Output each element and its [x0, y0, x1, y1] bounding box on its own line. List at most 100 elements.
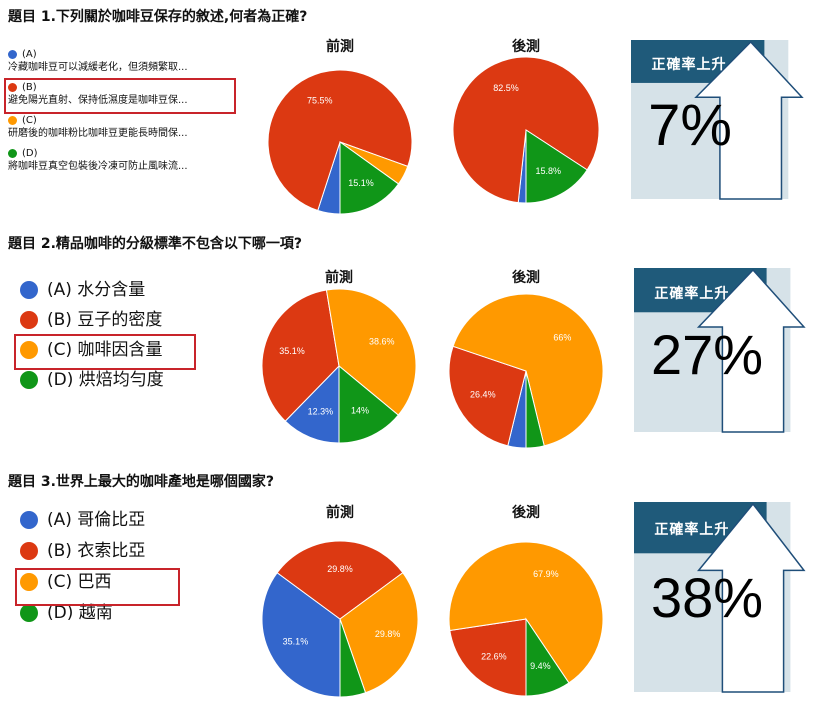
pie-chart: 12.3% 35.1% 38.6% 14% — [261, 288, 417, 444]
slice-label: 29.8% — [327, 564, 353, 574]
increase-panel: 正確率上升 7% — [631, 40, 804, 200]
slice-label: 9.4% — [530, 661, 551, 671]
option-text: (C) 咖啡因含量 — [47, 340, 163, 360]
legend-item: (C) 咖啡因含量 — [20, 340, 163, 360]
slice-label: 82.5% — [493, 83, 519, 93]
pie-chart: 82.5% 15.8% — [452, 56, 600, 204]
pie-slice — [267, 69, 413, 212]
pie-slice — [325, 288, 417, 416]
slice-label: 67.9% — [533, 569, 559, 579]
up-arrow-icon — [696, 268, 806, 433]
legend-text: (A) 冷藏咖啡豆可以減緩老化，但須頻繁取... — [8, 48, 188, 74]
legend-dot — [8, 116, 17, 125]
slice-label: 15.8% — [535, 166, 561, 176]
pie-title: 後測 — [512, 505, 540, 521]
increase-graphic — [634, 502, 806, 693]
legend-dot — [8, 83, 17, 92]
pie-slice — [339, 141, 400, 215]
pie-slice — [448, 345, 527, 447]
increase-value: 7% — [648, 93, 732, 159]
option-letter: (D) — [22, 148, 38, 159]
option-text: (D) 烘焙均勻度 — [47, 370, 164, 390]
legend-dot — [8, 50, 17, 59]
legend-item: (D) 越南 — [20, 603, 113, 623]
slice-label: 15.1% — [348, 178, 374, 188]
pie-chart: 22.6% 67.9% 9.4% — [448, 541, 604, 697]
pie-slice — [525, 370, 545, 449]
option-text: (C) 巴西 — [47, 572, 112, 592]
legend-text: (C) 研磨後的咖啡粉比咖啡豆更能長時間保... — [8, 114, 188, 140]
legend-item: (D) 將咖啡豆真空包裝後冷凍可防止風味流... — [8, 147, 188, 173]
option-letter: (B) — [22, 82, 37, 93]
slice-label: 75.5% — [307, 96, 333, 106]
pie-slice — [452, 293, 604, 447]
option-text: (B) 衣索比亞 — [47, 541, 146, 561]
legend-dot — [8, 149, 17, 158]
slice-label: 66% — [553, 333, 571, 343]
legend-dot — [20, 371, 38, 389]
pie-title: 後測 — [512, 39, 540, 55]
increase-panel: 正確率上升 38% — [634, 502, 806, 693]
legend-dot — [20, 281, 38, 299]
pie-slice — [449, 618, 527, 697]
pie-slice — [525, 129, 588, 204]
option-text: 冷藏咖啡豆可以減緩老化，但須頻繁取... — [8, 62, 188, 73]
legend-text: (D) 將咖啡豆真空包裝後冷凍可防止風味流... — [8, 147, 188, 173]
pie-chart: 75.5% 15.1% — [267, 69, 413, 215]
increase-value: 38% — [651, 565, 764, 629]
legend-item: (A) 水分含量 — [20, 280, 145, 300]
option-letter: (A) — [22, 49, 37, 60]
increase-label: 正確率上升 — [654, 522, 730, 539]
pie-slice — [339, 572, 419, 694]
option-text: (B) 豆子的密度 — [47, 310, 163, 330]
increase-graphic — [634, 268, 806, 433]
option-letter: (C) — [22, 115, 37, 126]
pie-chart: 35.1% 29.8% 29.8% — [261, 540, 419, 698]
legend-item: (B) 豆子的密度 — [20, 310, 162, 330]
legend-item: (A) 冷藏咖啡豆可以減緩老化，但須頻繁取... — [8, 48, 188, 74]
legend-dot — [20, 311, 38, 329]
up-arrow-icon — [697, 502, 806, 693]
legend-item: (D) 烘焙均勻度 — [20, 370, 164, 390]
option-text: 將咖啡豆真空包裝後冷凍可防止風味流... — [8, 161, 188, 172]
pie-slice — [448, 541, 604, 684]
slice-label: 22.6% — [481, 651, 507, 661]
pie-title: 前測 — [326, 39, 354, 55]
question-title: 題目 1.下列關於咖啡豆保存的敘述,何者為正確? — [8, 9, 308, 25]
option-text: 避免陽光直射、保持低濕度是咖啡豆保... — [8, 95, 188, 106]
pie-slice — [284, 364, 340, 444]
legend-dot — [20, 604, 38, 622]
pie-slice — [276, 540, 404, 620]
slice-label: 12.3% — [308, 407, 334, 417]
slice-label: 38.6% — [369, 336, 395, 346]
increase-label: 正確率上升 — [651, 57, 727, 74]
up-arrow-icon — [694, 40, 804, 200]
option-text: (A) 水分含量 — [47, 280, 146, 300]
pie-title: 前測 — [326, 505, 354, 521]
pie-slice — [338, 364, 400, 444]
pie-slice — [525, 617, 570, 697]
pie-chart: 26.4% 66% — [448, 293, 604, 449]
correct-answer-highlight — [14, 334, 196, 370]
slice-label: 29.8% — [375, 629, 401, 639]
option-text: (A) 哥倫比亞 — [47, 510, 146, 530]
option-text: (D) 越南 — [47, 603, 113, 623]
pie-slice — [261, 572, 341, 698]
option-text: 研磨後的咖啡粉比咖啡豆更能長時間保... — [8, 128, 188, 139]
increase-panel: 正確率上升 27% — [634, 268, 806, 433]
legend-dot — [20, 511, 38, 529]
pie-slice — [339, 618, 367, 698]
correct-answer-highlight — [15, 568, 180, 606]
pie-title: 前測 — [325, 270, 353, 286]
question-title: 題目 2.精品咖啡的分級標準不包含以下哪一項? — [8, 236, 303, 252]
question-title: 題目 3.世界上最大的咖啡產地是哪個國家? — [8, 474, 275, 490]
slice-label: 35.1% — [283, 637, 309, 647]
slice-label: 35.1% — [279, 346, 305, 356]
legend-dot — [20, 341, 38, 359]
legend-item: (B) 衣索比亞 — [20, 541, 145, 561]
increase-graphic — [631, 40, 804, 200]
slice-label: 14% — [351, 406, 369, 416]
legend-text: (B) 避免陽光直射、保持低濕度是咖啡豆保... — [8, 81, 188, 107]
increase-value: 27% — [651, 323, 764, 387]
legend-item: (C) 研磨後的咖啡粉比咖啡豆更能長時間保... — [8, 114, 188, 140]
